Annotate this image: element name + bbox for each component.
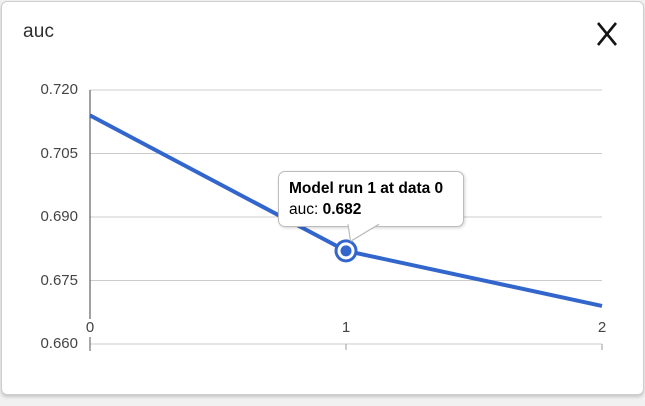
y-tick-label: 0.690 <box>40 208 78 225</box>
tooltip-pointer-icon <box>347 223 380 242</box>
close-icon <box>596 22 618 46</box>
tooltip-title: Model run 1 at data 0 <box>289 180 444 197</box>
tooltip-metric-label: auc: <box>289 201 319 218</box>
chart-canvas <box>89 89 603 351</box>
y-tick-label: 0.660 <box>40 335 78 352</box>
selected-point-dot <box>340 245 352 257</box>
tooltip-value-row: auc: 0.682 <box>289 199 451 220</box>
chart-tooltip: Model run 1 at data 0 auc: 0.682 <box>278 171 464 227</box>
y-tick-label: 0.675 <box>40 271 78 289</box>
y-tick-label: 0.720 <box>40 81 78 98</box>
metric-chart-card: auc 0.660 0.675 0.690 0.705 0.720 0 1 2 Model … <box>1 1 644 395</box>
page-title: auc <box>23 21 55 42</box>
y-tick-label: 0.705 <box>40 144 78 162</box>
tooltip-value: 0.682 <box>322 201 362 218</box>
x-tick-label: 0 <box>85 319 95 336</box>
x-tick-label: 2 <box>597 319 607 336</box>
line-chart[interactable]: 0.660 0.675 0.690 0.705 0.720 0 1 2 Model run … <box>2 2 645 394</box>
x-tick-label: 1 <box>341 319 351 336</box>
close-button[interactable] <box>592 19 622 49</box>
